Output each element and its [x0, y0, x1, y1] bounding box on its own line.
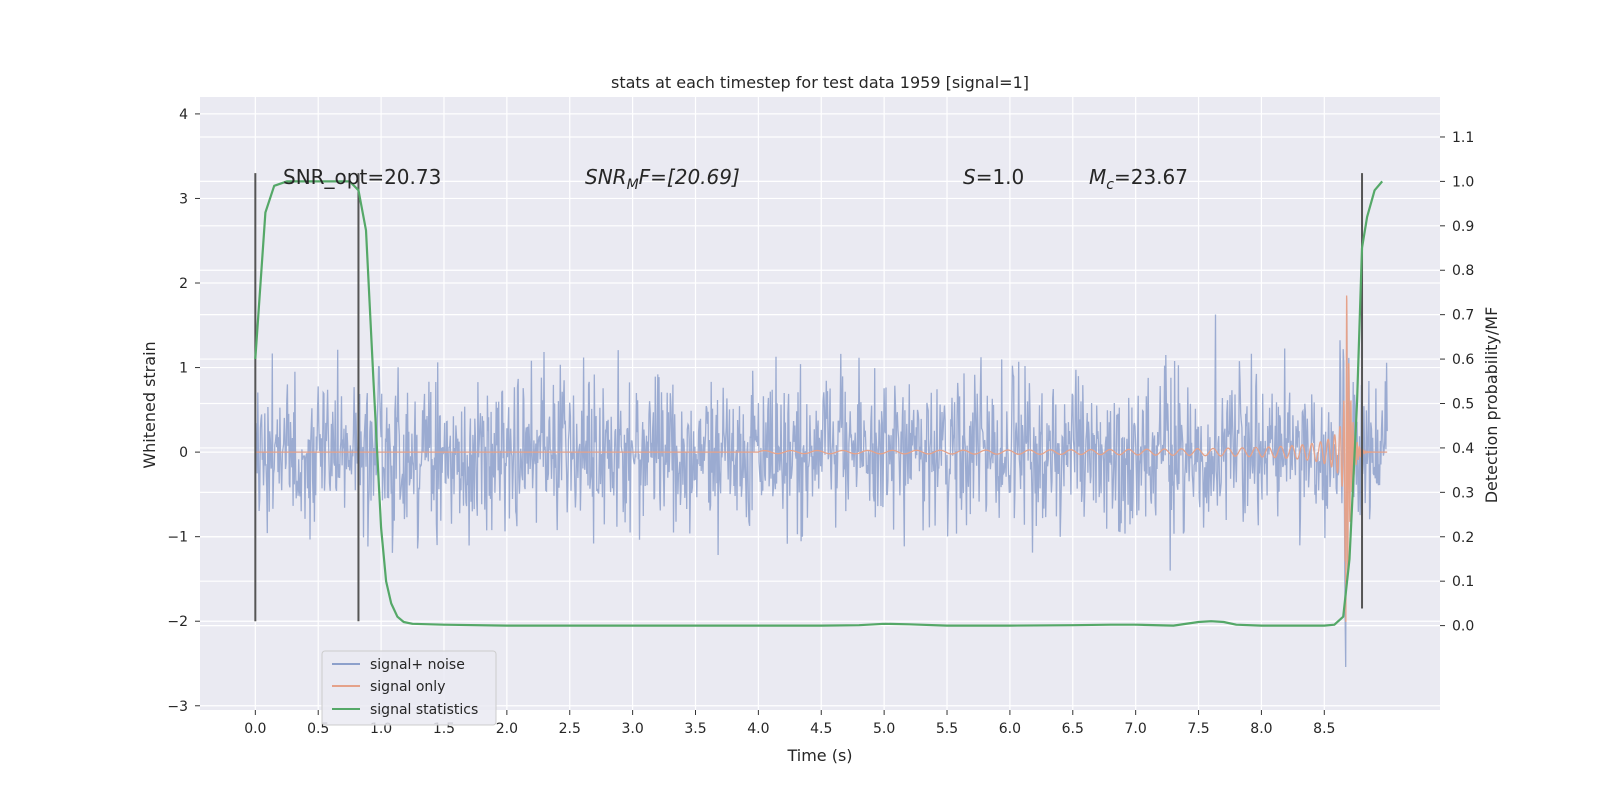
x-tick-label: 3.0: [621, 721, 643, 737]
x-tick-label: 4.5: [810, 721, 832, 737]
y-tick-label: 1: [179, 361, 188, 377]
y2-tick-label: 0.8: [1452, 263, 1474, 279]
y2-tick-label: 0.4: [1452, 441, 1474, 457]
y-tick-label: 4: [179, 107, 188, 123]
x-tick-label: 3.5: [684, 721, 706, 737]
legend: signal+ noise signal only signal statist…: [321, 650, 497, 726]
x-tick-label: 8.0: [1250, 721, 1272, 737]
x-axis-label: Time (s): [786, 746, 852, 765]
x-tick-label: 2.5: [559, 721, 581, 737]
x-tick-label: 8.5: [1313, 721, 1335, 737]
annotation-s-rest: =1.0: [976, 165, 1025, 189]
x-tick-label: 0.0: [244, 721, 266, 737]
x-tick-label: 5.5: [936, 721, 958, 737]
y2-tick-label: 0.9: [1452, 219, 1474, 235]
y2-tick-label: 0.3: [1452, 485, 1474, 501]
legend-label-stats: signal statistics: [370, 702, 478, 718]
y-tick-label: 0: [179, 445, 188, 461]
annotation-mc: Mc=23.67: [1089, 165, 1188, 193]
annotation-snr-opt: SNR_opt=20.73: [283, 165, 441, 189]
y-tick-label: −1: [167, 530, 188, 546]
grid: [200, 97, 1440, 710]
annotation-snr-mf-base: SNR: [585, 165, 627, 189]
annotation-snr-mf: SNRMF=[20.69]: [585, 165, 740, 193]
y2-ticks-group: 0.0 0.1 0.2 0.3 0.4 0.5 0.6 0.7 0.8 0.9 1.0 1.1: [1440, 130, 1474, 635]
y2-tick-label: 0.2: [1452, 530, 1474, 546]
annotations: SNR_opt=20.73 SNRMF=[20.69] S=1.0 Mc=23.…: [283, 165, 1188, 193]
annotation-snr-mf-rest: F=[20.69]: [639, 165, 740, 189]
stats-series-line: [254, 180, 1384, 627]
x-tick-label: 7.5: [1187, 721, 1209, 737]
signal-series-line: [255, 295, 1388, 622]
x-tick-label: 2.0: [496, 721, 518, 737]
y2-axis-label: Detection probability/MF: [1482, 307, 1501, 504]
annotation-snr-mf-sub: M: [627, 177, 639, 193]
annotation-s-base: S: [963, 165, 976, 189]
x-ticks-group: 0.0 0.5 1.0 1.5 2.0 2.5 3.0 3.5 4.0 4.5 5.0 5.5 6.0 6…: [244, 710, 1335, 737]
legend-label-noise: signal+ noise: [370, 657, 465, 673]
y-tick-label: 2: [179, 276, 188, 292]
y-ticks-group: −3 −2 −1 0 1 2 3 4: [167, 107, 200, 715]
annotation-mc-sub: c: [1106, 177, 1114, 193]
y-axis-label: Whitened strain: [140, 341, 159, 468]
x-tick-label: 4.0: [747, 721, 769, 737]
y2-tick-label: 0.1: [1452, 574, 1474, 590]
legend-label-signal: signal only: [370, 679, 445, 695]
x-tick-label: 6.0: [999, 721, 1021, 737]
x-tick-label: 7.0: [1125, 721, 1147, 737]
y-tick-label: −2: [167, 614, 188, 630]
y2-tick-label: 0.6: [1452, 352, 1474, 368]
y2-tick-label: 1.0: [1452, 174, 1474, 190]
y-tick-label: −3: [167, 699, 188, 715]
x-tick-label: 5.0: [873, 721, 895, 737]
annotation-mc-rest: =23.67: [1114, 165, 1188, 189]
stats-series-group: [254, 180, 1384, 627]
annotation-mc-base: M: [1089, 165, 1106, 189]
y2-tick-label: 0.0: [1452, 619, 1474, 635]
y2-tick-label: 1.1: [1452, 130, 1474, 146]
x-tick-label: 6.5: [1062, 721, 1084, 737]
annotation-s: S=1.0: [963, 165, 1024, 189]
y-tick-label: 3: [179, 191, 188, 207]
legend-box: [321, 650, 497, 726]
signal-series-group: [255, 295, 1388, 622]
chart-title: stats at each timestep for test data 195…: [611, 73, 1029, 92]
y2-tick-label: 0.7: [1452, 308, 1474, 324]
y2-tick-label: 0.5: [1452, 397, 1474, 413]
